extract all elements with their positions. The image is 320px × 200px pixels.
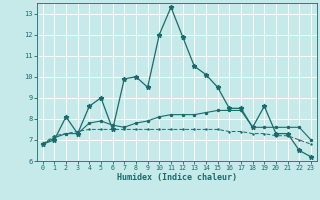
X-axis label: Humidex (Indice chaleur): Humidex (Indice chaleur) [117, 173, 237, 182]
